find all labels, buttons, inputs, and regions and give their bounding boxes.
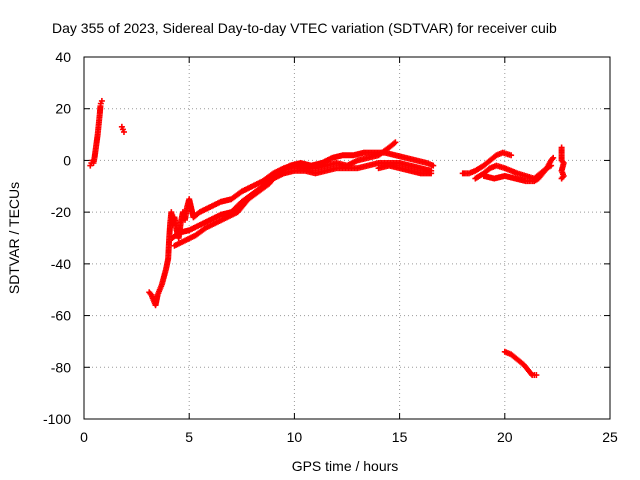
data-point <box>428 170 435 177</box>
y-tick-label: -20 <box>51 204 71 220</box>
data-point <box>430 162 437 169</box>
data-point <box>120 128 127 135</box>
data-point <box>559 174 566 181</box>
x-tick-label: 10 <box>287 429 303 445</box>
plot-frame <box>83 56 611 420</box>
data-point <box>98 97 105 104</box>
data-point <box>392 139 399 146</box>
data-point <box>558 175 565 182</box>
x-tick-label: 20 <box>497 429 513 445</box>
y-tick-label: -40 <box>51 256 71 272</box>
x-tick-label: 5 <box>185 429 193 445</box>
chart-title: Day 355 of 2023, Sidereal Day-to-day VTE… <box>52 20 557 36</box>
y-tick-label: -100 <box>43 411 71 427</box>
y-tick-label: 20 <box>55 101 71 117</box>
grid <box>84 57 610 419</box>
y-axis: -100 -80 -60 -40 -20 0 20 40 <box>43 49 610 427</box>
data-point <box>548 162 555 169</box>
y-tick-label: 0 <box>63 152 71 168</box>
x-axis: 0 5 10 15 20 25 <box>80 57 618 445</box>
data-points <box>87 97 567 379</box>
y-tick-label: -60 <box>51 308 71 324</box>
x-tick-label: 25 <box>602 429 618 445</box>
x-tick-label: 0 <box>80 429 88 445</box>
x-tick-label: 15 <box>392 429 408 445</box>
data-point <box>533 372 540 379</box>
data-point <box>550 154 557 161</box>
y-tick-label: 40 <box>55 49 71 65</box>
y-axis-label: SDTVAR / TECUs <box>6 182 22 294</box>
y-tick-label: -80 <box>51 359 71 375</box>
x-axis-label: GPS time / hours <box>292 458 399 474</box>
data-point <box>508 152 515 159</box>
